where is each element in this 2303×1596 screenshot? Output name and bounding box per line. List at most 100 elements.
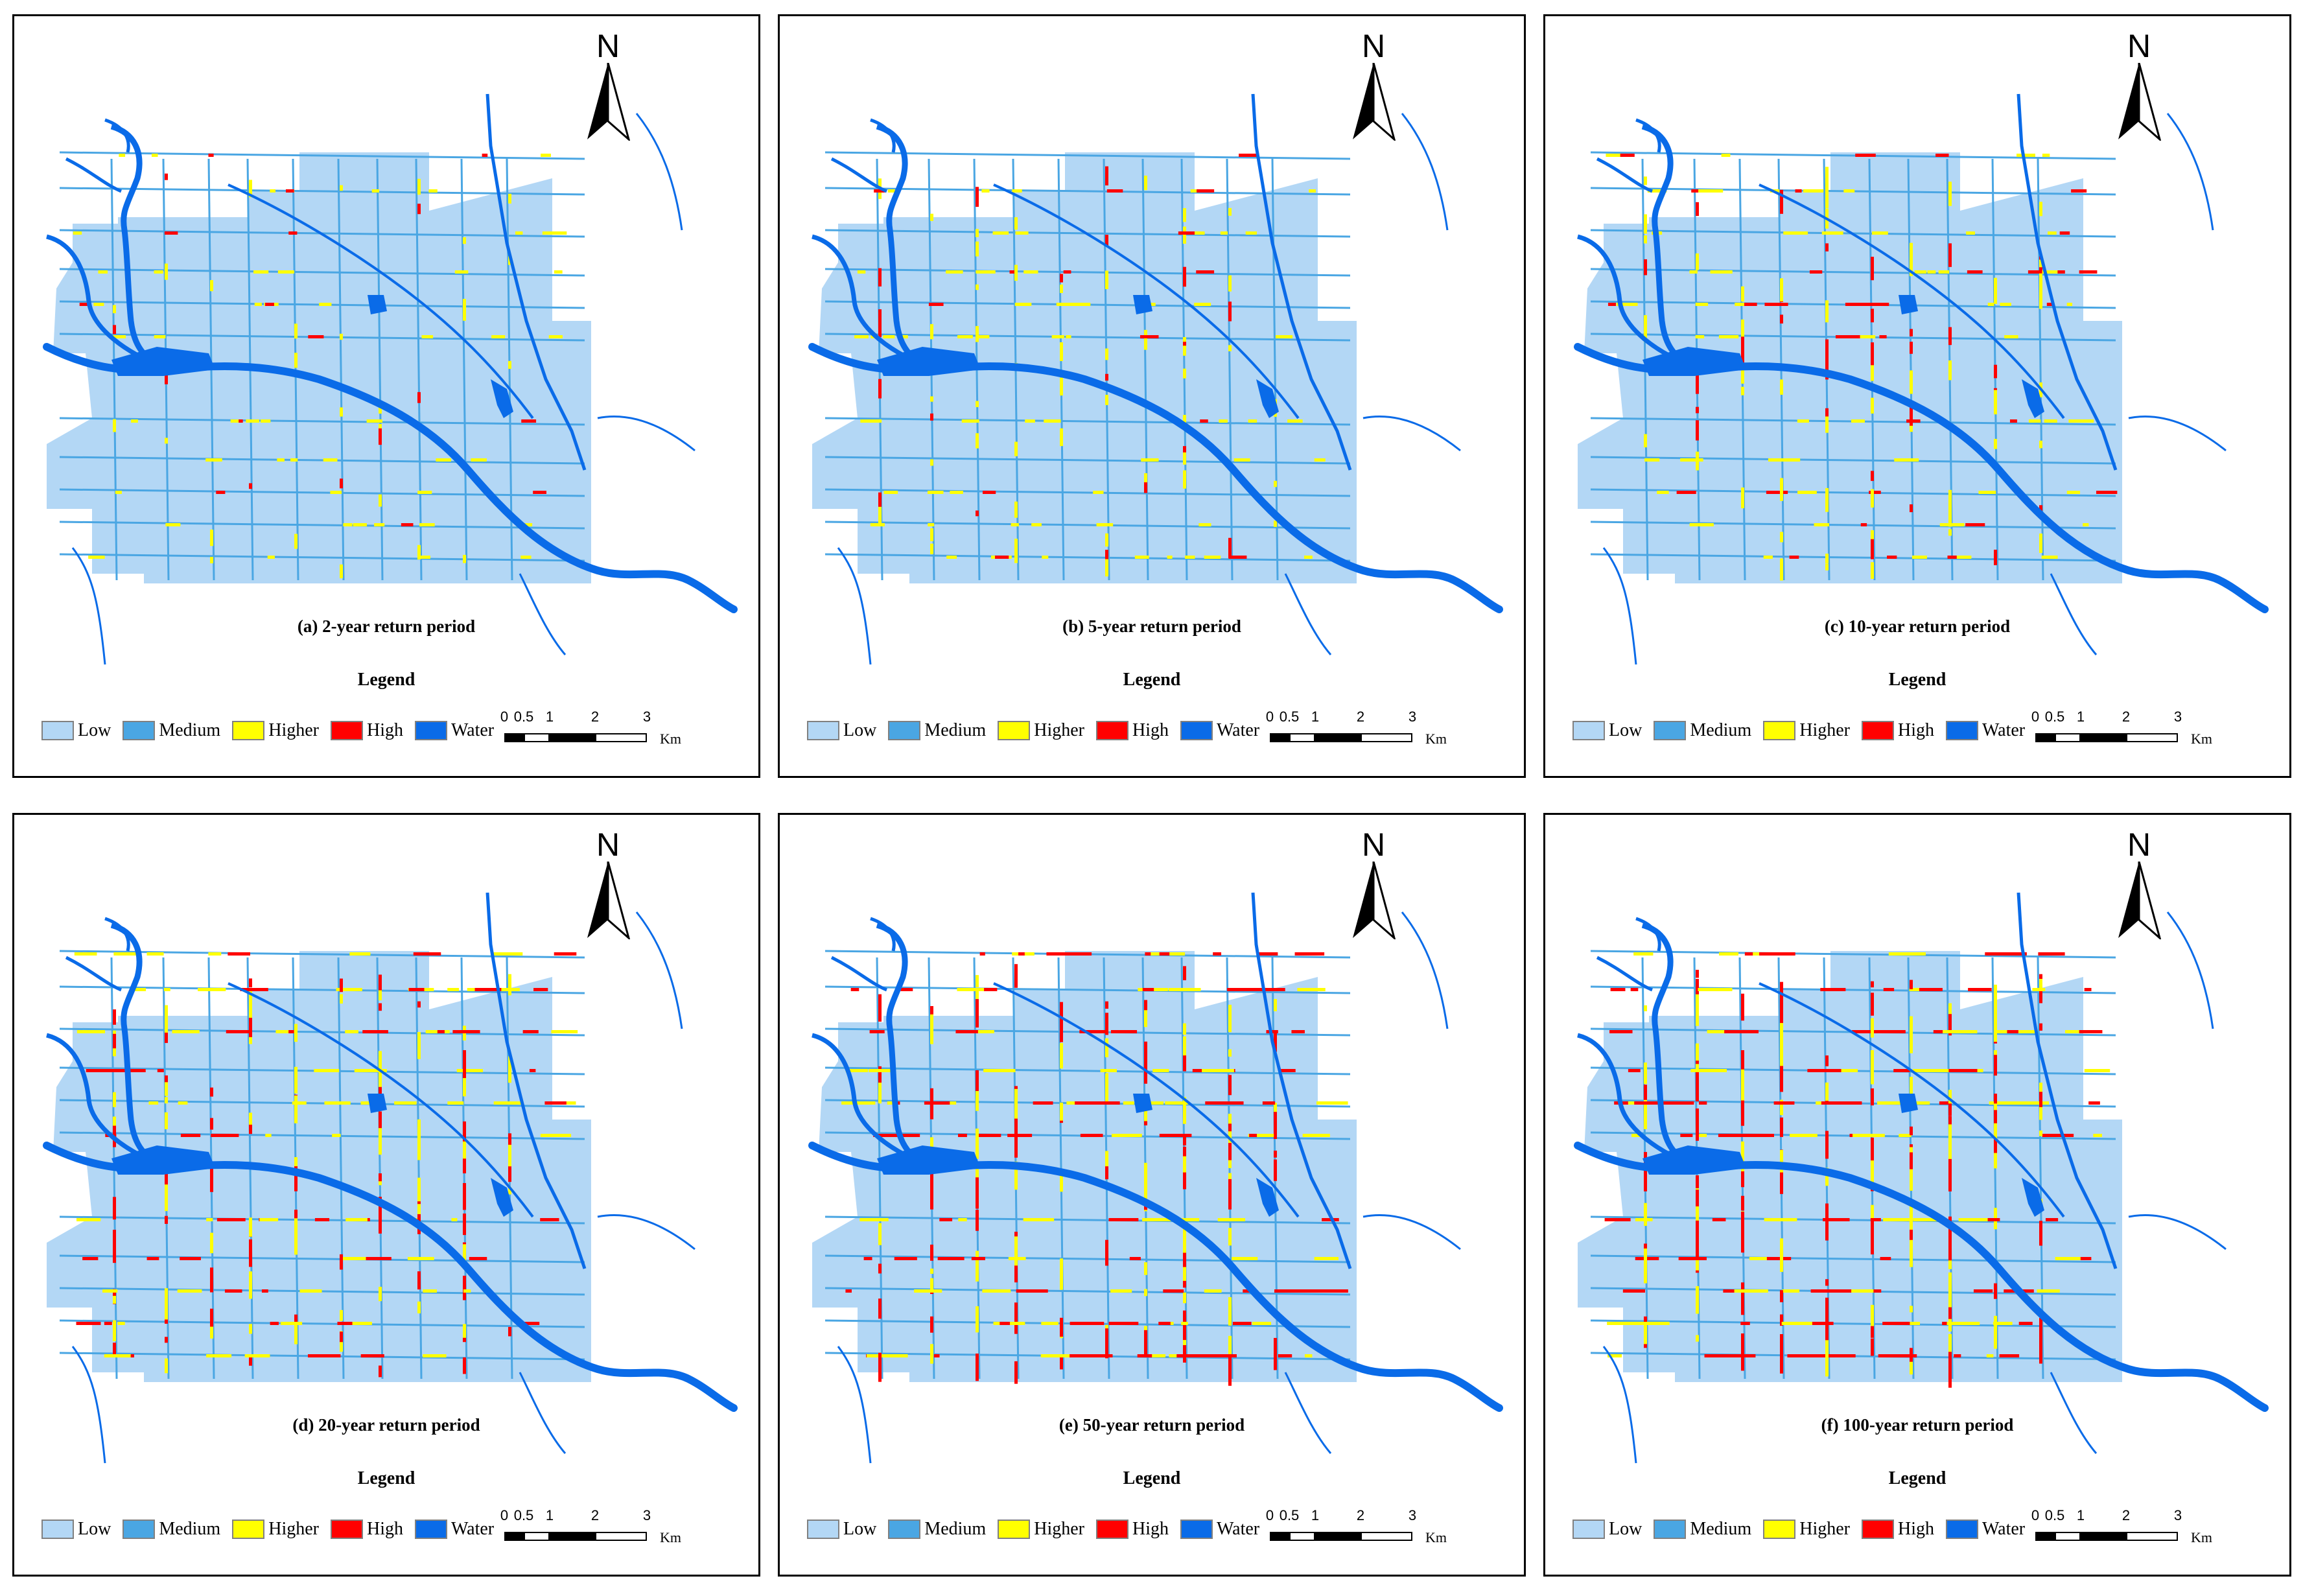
higher-risk-segment — [249, 180, 252, 195]
higher-risk-segment — [1910, 1020, 1913, 1053]
higher-risk-segment — [1144, 329, 1147, 338]
higher-risk-segment — [1309, 189, 1316, 193]
higher-risk-segment — [1698, 988, 1727, 991]
higher-risk-segment — [447, 1101, 464, 1105]
high-risk-segment — [113, 1197, 116, 1220]
high-risk-segment — [379, 1111, 382, 1135]
high-risk-segment — [1948, 327, 1952, 346]
high-risk-segment — [1232, 1322, 1252, 1325]
higher-risk-segment — [1966, 231, 1975, 235]
flood-risk-map — [808, 93, 1503, 665]
high-risk-segment — [210, 1118, 213, 1130]
higher-risk-segment — [1144, 473, 1147, 489]
east-outflow — [597, 1214, 696, 1250]
higher-risk-segment — [1700, 523, 1711, 526]
lake — [1642, 1145, 1746, 1175]
higher-risk-segment — [1168, 988, 1180, 991]
street — [824, 268, 1351, 277]
high-risk-segment — [878, 1066, 882, 1088]
higher-risk-segment — [883, 335, 895, 338]
legend-label: Medium — [159, 720, 221, 740]
higher-risk-segment — [1105, 1151, 1108, 1168]
higher-risk-segment — [857, 270, 866, 274]
higher-risk-segment — [1910, 1200, 1913, 1230]
high-risk-segment — [900, 988, 913, 991]
higher-risk-segment — [1888, 952, 1915, 956]
higher-risk-segment — [1780, 558, 1783, 581]
high-risk-segment — [1741, 1050, 1744, 1070]
higher-risk-segment — [417, 545, 421, 560]
high-risk-segment — [2088, 1101, 2100, 1105]
scale-bar: 0 0.5 1 2 3 Km — [498, 1507, 712, 1559]
higher-risk-segment — [113, 952, 136, 956]
higher-risk-segment — [260, 1218, 279, 1221]
south-stream — [1602, 1346, 2098, 1464]
higher-risk-segment — [1871, 489, 1874, 508]
higher-risk-segment — [294, 1218, 298, 1246]
high-risk-segment — [1871, 257, 1874, 281]
scale-segment — [504, 1532, 524, 1541]
scale-unit: Km — [2191, 731, 2212, 747]
lake — [111, 347, 215, 376]
lake — [1642, 347, 1746, 376]
high-risk-segment — [1106, 189, 1123, 193]
high-risk-segment — [165, 173, 168, 180]
higher-risk-segment — [1606, 154, 1620, 157]
higher-risk-segment — [1183, 1167, 1186, 1173]
higher-risk-segment — [354, 1069, 382, 1072]
higher-risk-segment — [1105, 394, 1108, 405]
higher-risk-segment — [374, 523, 385, 526]
north-arrow: N — [582, 29, 634, 144]
high-risk-segment — [1205, 1101, 1227, 1105]
high-risk-segment — [873, 1134, 904, 1137]
higher-risk-segment — [349, 952, 371, 956]
high-risk-segment — [1748, 1134, 1774, 1137]
higher-risk-segment — [1183, 226, 1186, 244]
higher-risk-segment — [1274, 521, 1277, 527]
high-risk-segment — [1018, 952, 1025, 956]
higher-risk-segment — [1948, 1123, 1952, 1140]
higher-risk-segment — [1616, 1322, 1652, 1325]
high-risk-segment — [1741, 336, 1744, 353]
high-risk-segment — [930, 1244, 933, 1261]
higher-risk-segment — [900, 335, 908, 338]
legend-label: Higher — [1799, 1519, 1850, 1539]
high-risk-segment — [1108, 1322, 1139, 1325]
high-risk-segment — [362, 1030, 388, 1033]
higher-risk-segment — [2064, 1030, 2085, 1033]
high-risk-segment — [1871, 309, 1874, 323]
higher-risk-segment — [508, 1147, 511, 1173]
legend-label: Higher — [1034, 720, 1084, 740]
legend-label: Medium — [924, 720, 987, 740]
high-risk-segment — [1060, 1021, 1063, 1042]
higher-risk-segment — [1644, 458, 1660, 462]
scale-tick-label: 2 — [1356, 709, 1365, 725]
high-risk-segment — [1780, 1314, 1783, 1326]
high-risk-segment — [1729, 1134, 1742, 1137]
high-risk-segment — [1696, 1230, 1699, 1264]
higher-risk-segment — [423, 1354, 447, 1357]
high-risk-segment — [180, 1257, 201, 1260]
street — [59, 456, 585, 465]
higher-risk-segment — [1871, 375, 1874, 381]
higher-risk-segment — [1909, 988, 1921, 991]
high-risk-segment — [1063, 270, 1071, 274]
higher-risk-segment — [863, 1218, 889, 1221]
higher-risk-segment — [914, 1289, 942, 1293]
map-panel: N (f) 100-year return period Legend Low M… — [1543, 813, 2291, 1577]
map-panel: N (d) 20-year return period Legend Low Me… — [12, 813, 760, 1577]
higher-risk-segment — [494, 335, 506, 338]
high-risk-segment — [1955, 1069, 1979, 1072]
higher-risk-segment — [1906, 1101, 1930, 1105]
high-risk-segment — [1274, 1112, 1277, 1127]
legend-swatch — [888, 1520, 921, 1539]
high-risk-segment — [1825, 1146, 1829, 1159]
high-risk-segment — [2043, 1134, 2073, 1137]
scale-segment — [504, 733, 524, 742]
scale-segment — [2035, 733, 2055, 742]
high-risk-segment — [1910, 504, 1913, 513]
higher-risk-segment — [1169, 952, 1186, 956]
higher-risk-segment — [1014, 303, 1032, 306]
higher-risk-segment — [1011, 523, 1019, 526]
higher-risk-segment — [113, 335, 126, 338]
